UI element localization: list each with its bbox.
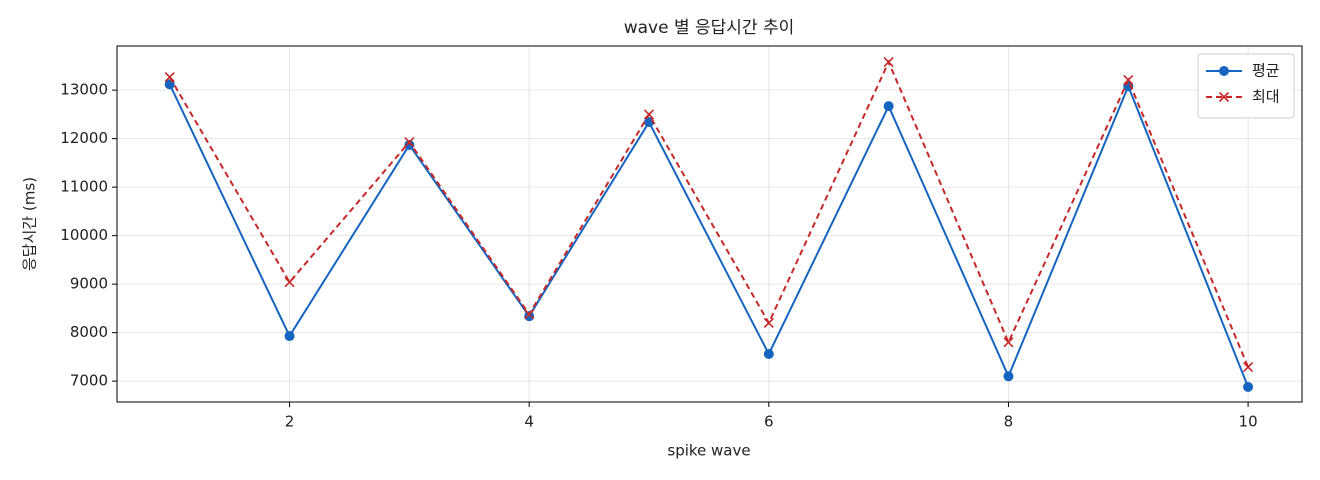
y-tick-label: 7000: [70, 372, 108, 390]
y-tick-label: 8000: [70, 323, 108, 341]
x-tick-label: 6: [764, 413, 774, 431]
x-axis-label: spike wave: [667, 442, 750, 460]
marker: [1123, 74, 1134, 86]
legend-marker: [1219, 66, 1229, 76]
marker: [524, 311, 535, 322]
marker: [1243, 381, 1254, 392]
x-tick-label: 2: [285, 413, 295, 431]
x-tick-label: 10: [1239, 413, 1258, 431]
marker: [883, 56, 894, 68]
marker: [404, 136, 415, 148]
series-line: [168, 83, 1250, 388]
x-tick-label: 4: [524, 413, 534, 431]
x-tick-label: 8: [1004, 413, 1014, 431]
marker: [164, 71, 175, 83]
legend-label: 평균: [1252, 62, 1280, 80]
marker: [284, 331, 295, 342]
y-axis-label: 응답시간 (ms): [21, 177, 39, 271]
y-tick-label: 12000: [60, 129, 108, 147]
axes-frame: [116, 45, 1303, 403]
series-line: [168, 59, 1250, 368]
legend-label: 최대: [1252, 88, 1280, 106]
marker: [1003, 371, 1014, 382]
legend-marker: [1218, 91, 1230, 103]
marker: [643, 109, 655, 120]
marker: [524, 309, 535, 320]
y-tick-label: 10000: [60, 226, 108, 244]
y-tick-label: 11000: [60, 178, 108, 196]
marker: [1003, 337, 1014, 348]
marker: [404, 139, 415, 150]
y-tick-label: 13000: [60, 81, 108, 99]
marker: [883, 101, 894, 112]
marker: [1243, 362, 1254, 373]
y-tick-label: 9000: [70, 275, 108, 293]
marker: [763, 317, 774, 329]
chart-title: wave 별 응답시간 추이: [624, 18, 795, 38]
marker: [284, 277, 295, 288]
marker: [763, 348, 774, 359]
